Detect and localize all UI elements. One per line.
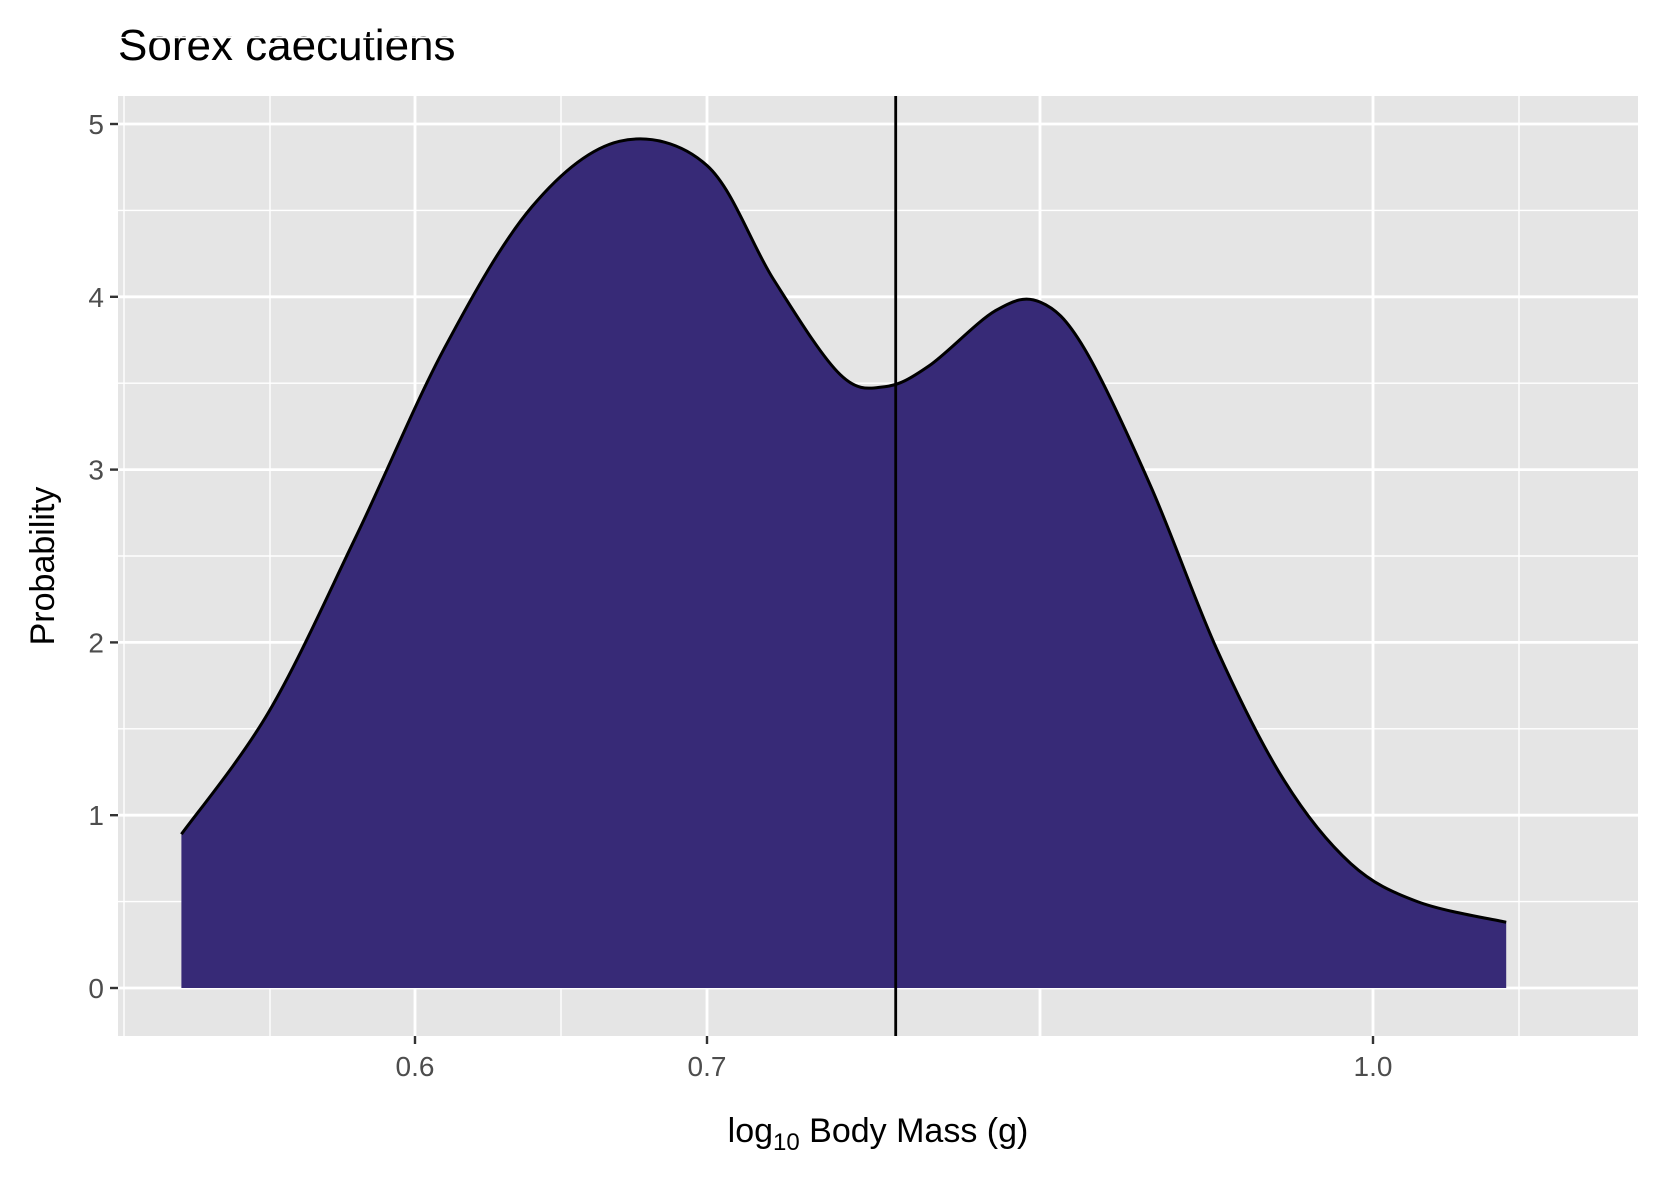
y-tick-label: 3: [88, 455, 104, 486]
chart-title: Sorex caecutiens: [118, 21, 456, 70]
y-axis: 0 1 2 3 4 5: [88, 109, 118, 1004]
y-tick-label: 5: [88, 109, 104, 140]
y-tick-label: 4: [88, 282, 104, 313]
y-tick-label: 1: [88, 800, 104, 831]
x-tick-label: 0.7: [688, 1051, 727, 1082]
x-axis-title: log10 Body Mass (g): [728, 1112, 1029, 1156]
density-area: [181, 138, 1507, 988]
density-layer: [180, 137, 1507, 988]
x-axis-title-suffix: Body Mass (g): [800, 1112, 1029, 1150]
y-tick-label: 2: [88, 627, 104, 658]
density-curve: [180, 137, 1507, 924]
x-axis-title-subscript: 10: [773, 1129, 800, 1156]
y-tick-label: 0: [88, 973, 104, 1004]
x-axis: 0.6 0.7 1.0: [396, 1036, 1393, 1082]
x-tick-label: 0.6: [396, 1051, 435, 1082]
x-tick-label: 1.0: [1354, 1051, 1393, 1082]
y-axis-title: Probability: [24, 487, 62, 646]
x-axis-title-prefix: log: [728, 1112, 773, 1150]
